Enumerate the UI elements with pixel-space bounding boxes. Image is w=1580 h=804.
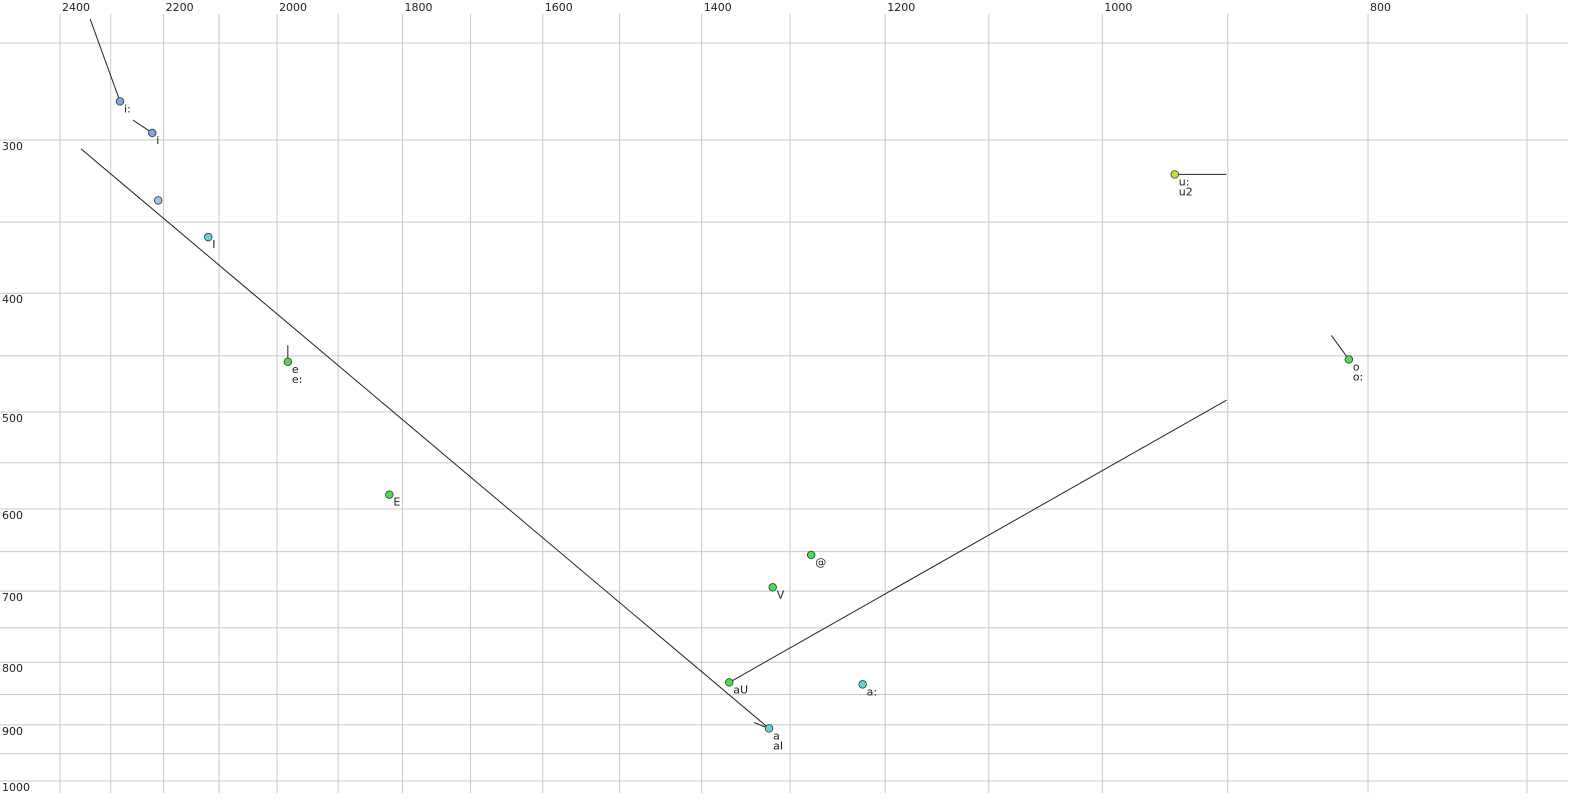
trajectory [80, 148, 770, 729]
x-tick-label: 1600 [545, 1, 573, 14]
vowel-point [148, 128, 157, 138]
x-tick-label: 1000 [1104, 1, 1132, 14]
vowel-label: i: [124, 102, 131, 115]
vowel-label: aU [733, 683, 748, 696]
trajectory [729, 399, 1227, 683]
x-tick-label: 1400 [704, 1, 732, 14]
vowel-point [204, 232, 213, 242]
vowel-label: I [212, 238, 215, 251]
trajectory [1330, 335, 1350, 360]
vowel-point [1344, 355, 1354, 364]
vowel-label: e: [292, 373, 302, 386]
x-tick-label: 800 [1370, 1, 1391, 14]
y-tick-label: 500 [2, 412, 23, 425]
trajectory [89, 18, 121, 102]
vowel-point [764, 724, 774, 733]
vowel-label: i [156, 134, 159, 147]
vowel-label: aI [773, 739, 783, 752]
y-tick-label: 900 [2, 725, 23, 738]
x-tick-label: 1200 [887, 1, 915, 14]
vowel-label: e [292, 363, 299, 376]
x-tick-label: 2000 [279, 1, 307, 14]
y-tick-label: 300 [2, 140, 23, 153]
vowel-label: o: [1353, 370, 1363, 383]
y-tick-label: 800 [2, 662, 23, 675]
vowel-label: o [1353, 360, 1360, 373]
y-tick-label: 600 [2, 509, 23, 522]
x-tick-label: 2200 [166, 1, 194, 14]
vowel-label: u: [1179, 175, 1190, 188]
x-tick-label: 2400 [62, 1, 90, 14]
vowel-label: V [777, 588, 785, 601]
vowel-point [807, 550, 816, 560]
y-tick-label: 400 [2, 293, 23, 306]
vowel-point [858, 680, 867, 689]
vowel-point [153, 196, 163, 205]
x-tick-label: 1800 [405, 1, 433, 14]
vowel-point [725, 678, 734, 687]
vowel-point [1170, 170, 1179, 179]
vowel-label: @ [815, 556, 826, 569]
vowel-label: E [393, 496, 400, 509]
vowel-point [768, 583, 777, 592]
vowel-point [385, 490, 394, 499]
vowel-point [115, 97, 125, 106]
vowel-label: a [773, 729, 780, 742]
vowel-label: a: [867, 685, 877, 698]
y-tick-label: 1000 [2, 781, 30, 794]
vowel-point [283, 357, 293, 366]
vowel-label: u2 [1179, 185, 1193, 198]
y-tick-label: 700 [2, 591, 23, 604]
